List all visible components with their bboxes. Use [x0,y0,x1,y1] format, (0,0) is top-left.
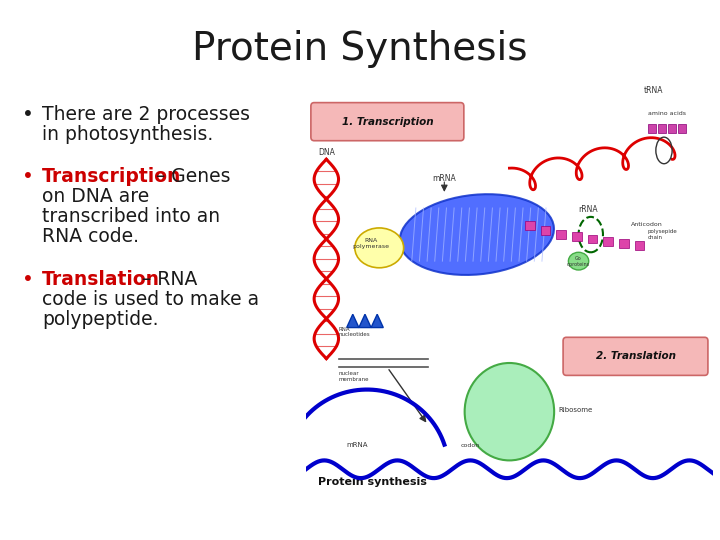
Text: RNA code.: RNA code. [42,227,139,246]
Text: 1. Transcription: 1. Transcription [341,117,433,127]
FancyBboxPatch shape [563,338,708,375]
Text: on DNA are: on DNA are [42,187,149,206]
Text: There are 2 processes: There are 2 processes [42,105,250,124]
Text: – RNA: – RNA [136,270,197,289]
Text: Translation: Translation [42,270,160,289]
Bar [588,234,598,244]
Polygon shape [359,314,371,328]
Bar [635,241,644,250]
Text: polypeptide.: polypeptide. [42,310,158,329]
Ellipse shape [355,228,404,268]
Bar [648,124,656,133]
Text: Ribosome: Ribosome [558,407,593,413]
Text: •: • [22,167,34,186]
Text: Anticodon: Anticodon [631,222,663,227]
Bar [525,221,535,230]
Polygon shape [347,314,359,328]
Text: nuclear
membrane: nuclear membrane [338,371,369,382]
Text: codon: codon [461,443,480,448]
Text: tRNA: tRNA [644,86,663,95]
Text: DNA: DNA [318,148,335,157]
Text: •: • [22,270,34,289]
Text: •: • [22,105,34,124]
Text: Protein synthesis: Protein synthesis [318,477,427,487]
Text: transcribed into an: transcribed into an [42,207,220,226]
Text: mRNA: mRNA [347,442,368,448]
Polygon shape [371,314,383,328]
Bar [678,124,686,133]
Text: code is used to make a: code is used to make a [42,290,259,309]
Text: 2. Translation: 2. Translation [595,352,675,361]
Bar [541,226,550,234]
FancyBboxPatch shape [311,103,464,141]
Text: polysepide
chain: polysepide chain [648,229,678,240]
Text: – Genes: – Genes [150,167,230,186]
Text: RNA
nucleotides: RNA nucleotides [338,327,370,338]
Text: Protein Synthesis: Protein Synthesis [192,30,528,68]
Text: RNA
polymerase: RNA polymerase [353,238,390,249]
Text: amino acids: amino acids [648,111,685,116]
Text: in photosynthesis.: in photosynthesis. [42,125,213,144]
Ellipse shape [568,252,589,270]
Text: mRNA: mRNA [433,174,456,184]
Text: rRNA: rRNA [579,205,598,214]
Bar [603,237,613,246]
Bar [668,124,676,133]
Bar [619,239,629,248]
Text: Transcription: Transcription [42,167,181,186]
Bar [572,232,582,241]
Bar [557,230,566,239]
Text: Go
oproteins: Go oproteins [567,256,590,267]
Ellipse shape [464,363,554,461]
Bar [658,124,666,133]
Ellipse shape [400,194,554,275]
